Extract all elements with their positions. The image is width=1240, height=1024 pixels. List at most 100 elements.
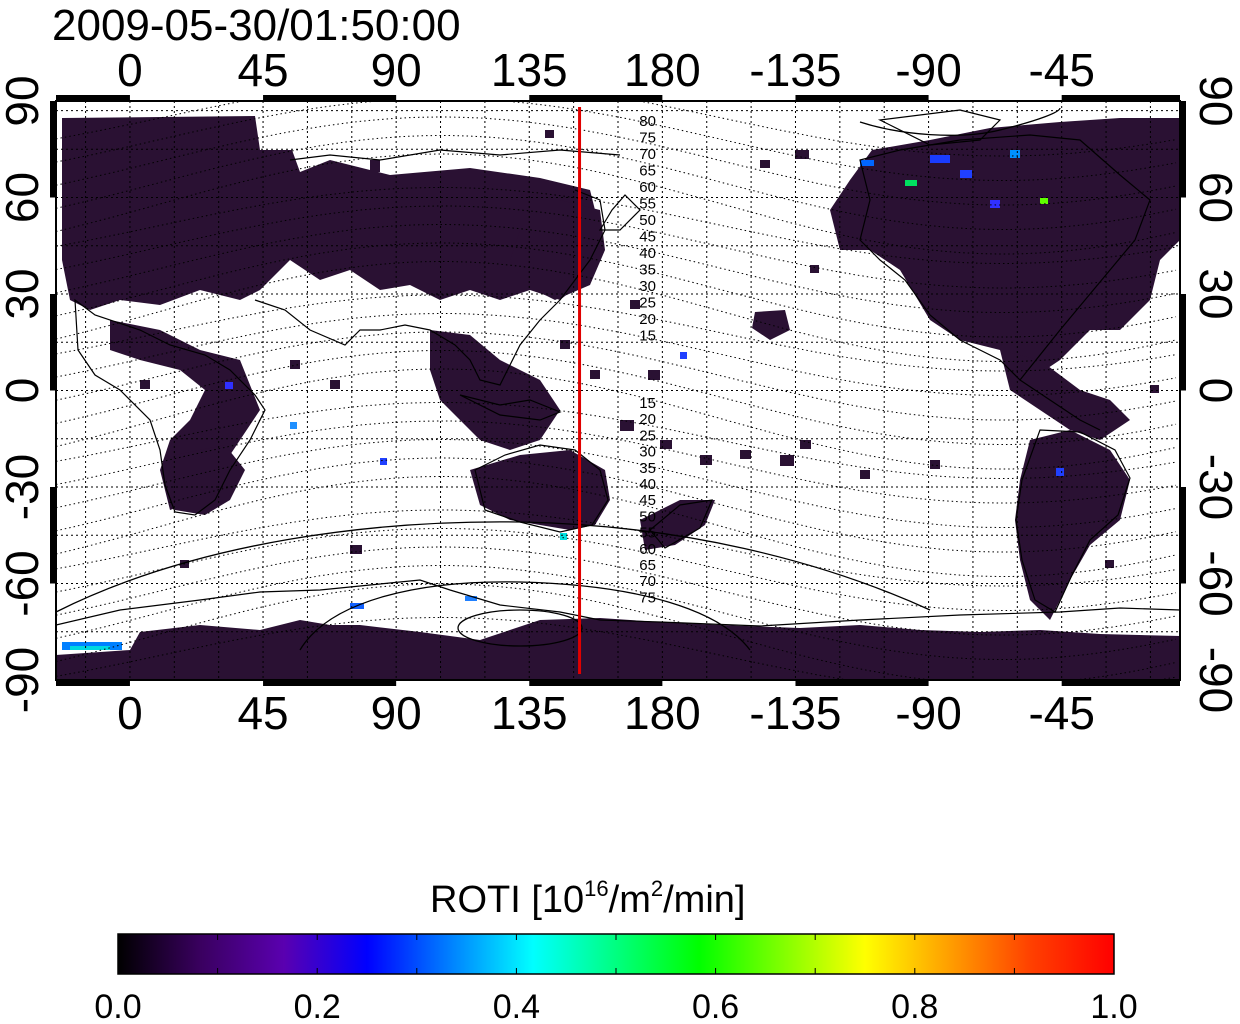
data-cell <box>780 455 794 466</box>
solid-contours <box>56 107 1061 651</box>
data-cell-bright <box>960 170 972 178</box>
data-cell <box>630 300 640 309</box>
data-cell <box>140 380 150 389</box>
colorbar-title-sup2: 2 <box>651 876 663 901</box>
colorbar-title-mid: /m <box>609 879 651 921</box>
contour-line <box>56 224 1177 313</box>
y-tick-label-right: 30 <box>1190 268 1240 319</box>
contour-label: 65 <box>639 557 656 574</box>
data-cell-bright <box>465 596 477 601</box>
contour-label: 30 <box>639 444 656 461</box>
map-title: 2009-05-30/01:50:00 <box>52 1 461 50</box>
colorbar-title-end: /min] <box>663 879 745 921</box>
data-cell-bright <box>930 155 950 163</box>
contour-label: 55 <box>639 196 656 213</box>
contour-line <box>56 546 1177 636</box>
data-cell-bright <box>1040 198 1048 204</box>
contour-line <box>56 116 1177 206</box>
contour-label: 55 <box>639 525 656 542</box>
y-tick-label-left: -90 <box>0 647 48 713</box>
data-region-pacific-patch <box>752 310 790 340</box>
data-region-east-asia <box>510 200 605 300</box>
contour-line <box>56 617 1177 680</box>
contour-label: 30 <box>639 278 656 295</box>
data-cell-bright <box>1056 468 1064 476</box>
contour-line <box>56 350 1177 445</box>
colorbar-tick-label: 0.0 <box>94 988 141 1024</box>
frame-bar-right <box>1180 101 1186 198</box>
frame-bar-top <box>263 95 397 101</box>
north-pole-contour <box>859 107 1061 136</box>
frame-bar-bottom <box>1061 680 1180 686</box>
south-contour-large <box>56 521 931 613</box>
contour-label: 60 <box>639 179 656 196</box>
coastline-africa <box>74 298 266 516</box>
contour-label: 70 <box>639 146 656 163</box>
x-tick-label-bottom: 135 <box>491 687 568 739</box>
contour-line <box>56 509 1177 587</box>
colorbar: ROTI [1016/m2/min] 0.0 0.2 0.4 0.6 0.8 1.0 <box>94 876 1137 1024</box>
x-axis-top-tick-labels: 0 45 90 135 180 -135 -90 -45 <box>117 44 1095 96</box>
x-tick-label-top: 45 <box>237 44 288 96</box>
data-cell <box>350 545 362 554</box>
frame-bar-bottom <box>56 680 130 686</box>
data-cell <box>810 265 819 273</box>
data-region-australia <box>470 450 610 530</box>
frame-bar-top <box>795 95 929 101</box>
data-cell <box>620 420 634 431</box>
coastline-new-zealand <box>649 499 713 549</box>
contour-line <box>56 135 1177 230</box>
y-tick-label-right: -60 <box>1190 550 1240 616</box>
data-cell <box>545 130 554 138</box>
contour-label: 15 <box>639 395 656 412</box>
data-cell <box>370 160 380 172</box>
x-tick-label-top: -45 <box>1028 44 1094 96</box>
data-cell <box>560 340 570 349</box>
contour-label: 20 <box>639 411 656 428</box>
y-tick-label-left: 60 <box>0 172 48 223</box>
y-tick-label-right: 90 <box>1190 75 1240 126</box>
contour-labels: 8075706560555045403530252015152025303540… <box>639 113 656 606</box>
contour-label: 40 <box>639 476 656 493</box>
data-cell <box>760 160 770 168</box>
frame-bar-top <box>529 95 663 101</box>
data-cell-bright <box>1010 150 1020 158</box>
y-axis-left-tick-labels: 90 60 30 0 -30 -60 -90 <box>0 75 48 713</box>
contour-line <box>56 528 1177 611</box>
frame-bar-left <box>50 101 56 198</box>
coastline-central-america <box>1019 379 1101 431</box>
contour-label: 45 <box>639 492 656 509</box>
data-region-central-america <box>1000 350 1130 440</box>
x-tick-label-bottom: -45 <box>1028 687 1094 739</box>
frame-bar-bottom <box>529 680 663 686</box>
contour-label: 35 <box>639 262 656 279</box>
x-tick-label-top: 180 <box>624 44 701 96</box>
y-tick-label-right: -90 <box>1190 647 1240 713</box>
contour-line <box>56 101 1177 181</box>
coastline-australia <box>474 444 609 533</box>
x-tick-label-top: -90 <box>895 44 961 96</box>
data-region-new-zealand <box>640 500 715 550</box>
contour-label: 80 <box>639 113 656 130</box>
data-cell <box>700 455 712 465</box>
x-tick-label-top: -135 <box>749 44 841 96</box>
x-tick-label-top: 90 <box>371 44 422 96</box>
map-plot-area: 8075706560555045403530252015152025303540… <box>55 100 1181 681</box>
contour-label: 75 <box>639 589 656 606</box>
contour-line <box>56 565 1177 660</box>
data-cell <box>860 470 870 479</box>
y-tick-label-right: -30 <box>1190 454 1240 520</box>
coastline-japan <box>598 194 641 231</box>
contour-label: 45 <box>639 229 656 246</box>
contour-line <box>56 402 1177 479</box>
x-tick-label-top: 0 <box>117 44 143 96</box>
y-tick-label-left: -30 <box>0 454 48 520</box>
contour-line <box>56 439 1177 528</box>
contour-label: 25 <box>639 427 656 444</box>
x-tick-label-bottom: -90 <box>895 687 961 739</box>
coastline-eurasia-north <box>289 149 621 161</box>
data-cell <box>590 370 600 379</box>
contour-line <box>56 205 1177 289</box>
data-region-southern-africa <box>165 445 245 515</box>
x-tick-label-bottom: 90 <box>371 687 422 739</box>
